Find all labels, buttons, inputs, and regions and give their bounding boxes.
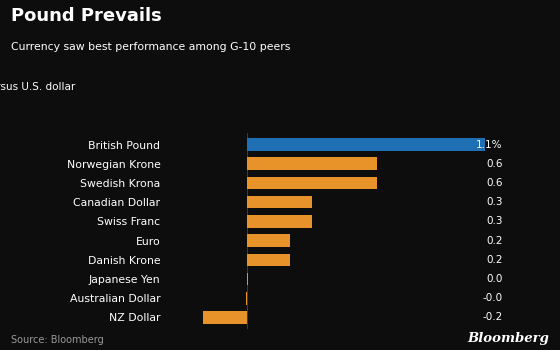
Bar (247, 273, 248, 285)
Bar (247, 254, 290, 266)
Text: 0.3: 0.3 (486, 197, 503, 207)
Text: 1.1%: 1.1% (477, 140, 503, 149)
Text: Bloomberg: Bloomberg (467, 332, 549, 345)
Text: -0.0: -0.0 (483, 293, 503, 303)
Bar (247, 215, 312, 228)
Text: 0.2: 0.2 (486, 255, 503, 265)
Text: Currency saw best performance among G-10 peers: Currency saw best performance among G-10… (11, 42, 291, 52)
Text: 0.6: 0.6 (486, 178, 503, 188)
Text: 0.6: 0.6 (486, 159, 503, 169)
Bar (247, 138, 486, 151)
Bar (203, 311, 247, 324)
Text: 0.0: 0.0 (487, 274, 503, 284)
Bar (247, 158, 377, 170)
Text: 0.2: 0.2 (486, 236, 503, 246)
Text: Pound Prevails: Pound Prevails (11, 7, 162, 25)
Bar (247, 177, 377, 189)
Bar (246, 292, 247, 304)
Text: Source: Bloomberg: Source: Bloomberg (11, 335, 104, 345)
Bar (247, 196, 312, 208)
Bar (247, 234, 290, 247)
Text: -0.2: -0.2 (483, 313, 503, 322)
Text: 0.3: 0.3 (486, 216, 503, 226)
Legend: Daily percent change versus U.S. dollar: Daily percent change versus U.S. dollar (0, 77, 80, 96)
